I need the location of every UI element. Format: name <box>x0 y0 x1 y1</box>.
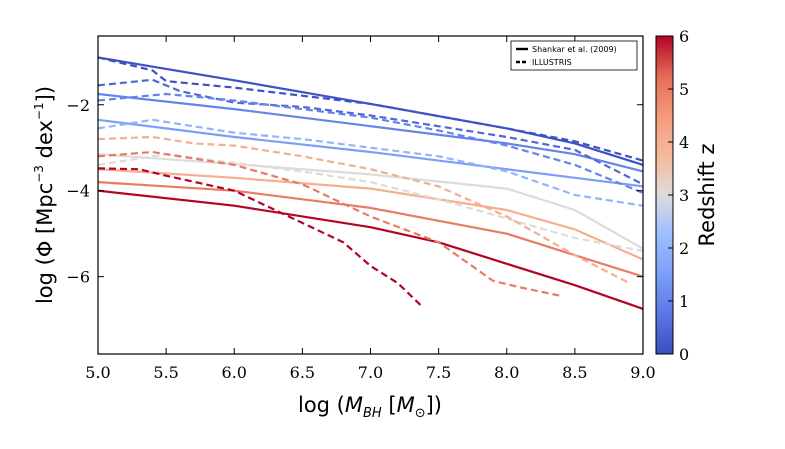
x-tick-label: 5.5 <box>153 363 178 382</box>
series-line-0 <box>98 56 643 166</box>
x-tick-label: 6.5 <box>290 363 315 382</box>
colorbar-tick-label: 4 <box>679 133 689 152</box>
colorbar-tick-label: 6 <box>679 27 689 46</box>
legend: Shankar et al. (2009) ILLUSTRIS <box>510 40 638 71</box>
x-axis: 5.0 5.5 6.0 6.5 7.0 7.5 8.0 8.5 9.0 <box>85 36 656 382</box>
colorbar-title: Redshift z <box>695 144 719 247</box>
series-line-10 <box>98 118 643 207</box>
colorbar-tick-label: 0 <box>679 345 689 364</box>
colorbar-tick-label: 5 <box>679 80 689 99</box>
colorbar-tick-label: 1 <box>679 292 689 311</box>
series-lines <box>98 56 643 310</box>
y-axis-title: log (Φ [Mpc−3 dex−1]) <box>32 86 57 304</box>
x-tick-label: 7.5 <box>426 363 451 382</box>
y-tick-label: −2 <box>66 96 90 115</box>
colorbar-ticks: 0 1 2 3 4 5 6 <box>668 27 689 364</box>
series-line-1 <box>98 92 643 173</box>
series-line-7 <box>98 56 643 162</box>
legend-label-illustris: ILLUSTRIS <box>532 58 572 67</box>
x-tick-label: 6.0 <box>222 363 247 382</box>
y-axis: −6 −4 −2 <box>66 96 643 287</box>
series-line-14 <box>98 167 424 308</box>
colorbar: 0 1 2 3 4 5 6 Redshift z <box>655 27 719 364</box>
series-line-2 <box>98 118 643 188</box>
x-tick-label: 7.0 <box>358 363 383 382</box>
x-tick-label: 9.0 <box>630 363 655 382</box>
legend-label-shankar: Shankar et al. (2009) <box>532 45 617 54</box>
y-tick-label: −6 <box>66 268 90 287</box>
plot-frame <box>97 35 644 355</box>
legend-box <box>510 40 638 71</box>
x-tick-label: 8.0 <box>494 363 519 382</box>
series-line-5 <box>98 181 643 278</box>
series-line-9 <box>98 92 643 194</box>
colorbar-tick-label: 2 <box>679 239 689 258</box>
x-axis-title: log (MBH [M⊙]) <box>298 393 442 421</box>
colorbar-tick-label: 3 <box>679 186 689 205</box>
series-line-13 <box>98 150 562 298</box>
x-tick-label: 8.5 <box>562 363 587 382</box>
y-tick-label: −4 <box>66 182 90 201</box>
x-tick-label: 5.0 <box>85 363 110 382</box>
